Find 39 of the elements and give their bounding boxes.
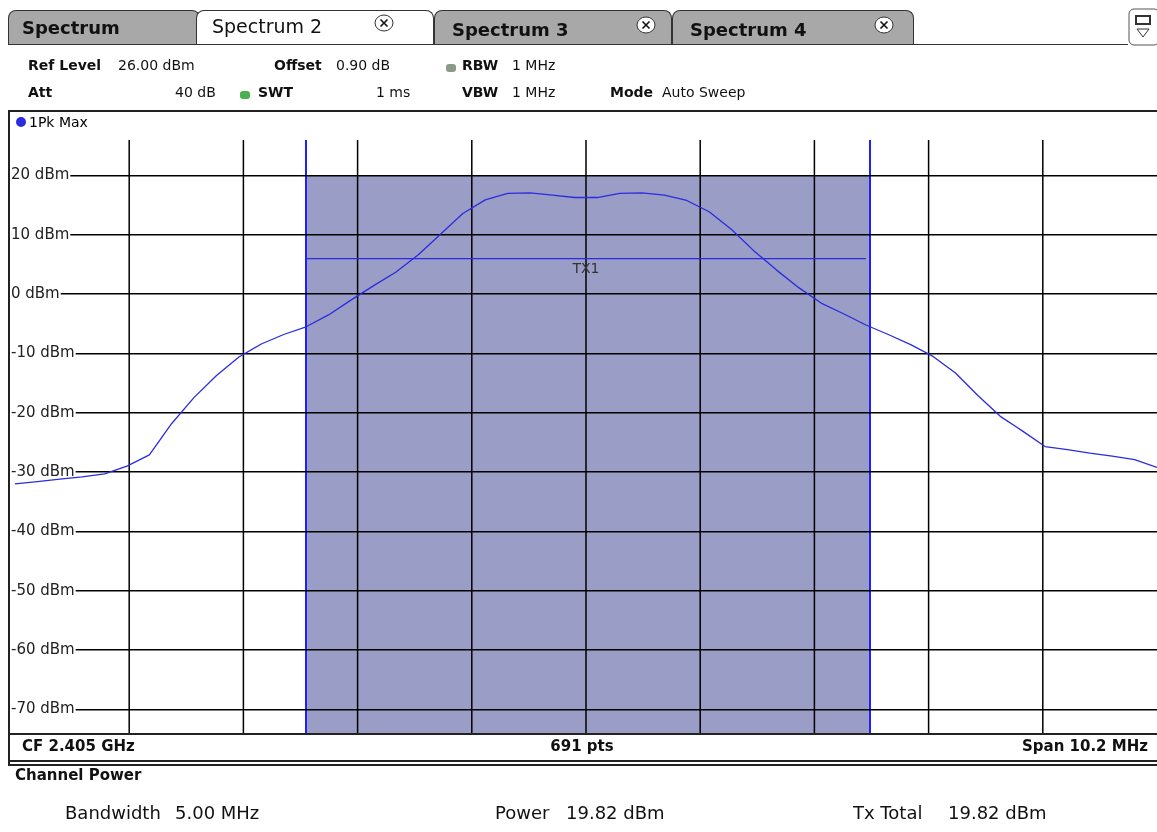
- text: 26.00 dBm: [118, 57, 195, 73]
- text: 1 ms: [376, 84, 411, 100]
- y-tick-label: -70 dBm: [11, 699, 75, 718]
- y-tick-label: -30 dBm: [11, 461, 75, 480]
- text: Spectrum 2: [212, 15, 323, 37]
- text: 19.82 dBm: [566, 802, 665, 823]
- text: VBW: [462, 84, 499, 100]
- text: Channel Power: [15, 766, 142, 784]
- y-tick-label: -40 dBm: [11, 521, 75, 540]
- text: CF 2.405 GHz: [22, 737, 135, 755]
- y-tick-label: 10 dBm: [11, 224, 70, 243]
- y-tick-label: -50 dBm: [11, 580, 75, 599]
- text: Spectrum: [22, 17, 120, 38]
- text: 5.00 MHz: [175, 802, 260, 823]
- y-tick-label: -10 dBm: [11, 343, 75, 362]
- text: Spectrum 3: [452, 19, 569, 40]
- legend-label: 1Pk Max: [29, 114, 88, 130]
- text: Offset: [274, 57, 322, 73]
- text: Bandwidth: [65, 802, 161, 823]
- text: 1 MHz: [512, 57, 556, 73]
- text: 40 dB: [175, 84, 216, 100]
- text: Att: [28, 84, 53, 100]
- y-tick-label: 0 dBm: [11, 284, 60, 303]
- y-tick-label: -20 dBm: [11, 402, 75, 421]
- text: Ref Level: [28, 57, 102, 73]
- text: 1 MHz: [512, 84, 556, 100]
- text: 691 pts: [550, 737, 614, 755]
- text: 19.82 dBm: [948, 802, 1047, 823]
- text: Tx Total: [853, 802, 923, 823]
- text: Power: [495, 802, 550, 823]
- text: Spectrum 4: [690, 19, 807, 40]
- text: Span 10.2 MHz: [1021, 737, 1148, 755]
- y-tick-label: 20 dBm: [11, 165, 70, 184]
- text: Mode: [610, 84, 654, 100]
- text: 0.90 dB: [336, 57, 391, 73]
- text: Auto Sweep: [662, 84, 746, 100]
- y-tick-label: -60 dBm: [11, 639, 75, 658]
- text: RBW: [462, 57, 499, 73]
- text: SWT: [258, 84, 294, 100]
